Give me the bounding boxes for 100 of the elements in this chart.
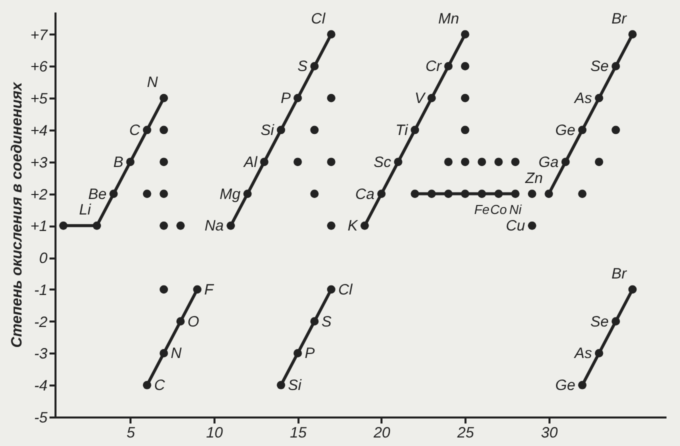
point [126, 158, 135, 166]
point [310, 190, 319, 198]
point [142, 380, 152, 390]
point [410, 190, 420, 198]
point [561, 158, 570, 166]
x-tick-label: 5 [126, 424, 136, 442]
point [578, 380, 586, 390]
point [310, 62, 319, 70]
annotation: Cu [506, 218, 526, 235]
point [327, 285, 336, 294]
point [294, 94, 302, 102]
point [260, 158, 268, 166]
point [460, 158, 470, 166]
y-tick-label: -2 [34, 314, 48, 331]
y-tick-label: +3 [30, 154, 48, 172]
point [612, 317, 620, 326]
point [494, 158, 503, 166]
point [528, 221, 536, 230]
point [294, 349, 302, 358]
point [160, 158, 168, 166]
annotation: Br [612, 265, 628, 282]
annotation: C [154, 377, 166, 394]
point [276, 126, 286, 134]
annotation: Ti [396, 122, 409, 139]
point [160, 221, 168, 230]
annotation: Fe [474, 202, 490, 217]
annotation: V [414, 90, 427, 108]
point [327, 30, 336, 38]
annotation: Ga [538, 154, 559, 171]
point [243, 190, 252, 198]
point [142, 190, 152, 198]
point [226, 221, 235, 230]
annotation: Na [204, 218, 224, 235]
annotation: N [146, 74, 158, 92]
point [444, 158, 453, 166]
point [327, 94, 336, 102]
point [160, 285, 168, 294]
x-tick-label: 10 [206, 424, 224, 442]
annotation: P [304, 345, 315, 362]
y-tick-label: -4 [34, 378, 48, 395]
point [410, 126, 420, 134]
point [594, 349, 604, 358]
y-tick-label: -3 [34, 346, 48, 363]
y-axis-title: Степень окисления в соединениях [8, 82, 26, 348]
y-tick-label: -5 [34, 410, 48, 426]
annotation: N [170, 345, 182, 362]
annotation: Si [260, 122, 275, 139]
y-tick-label: 0 [39, 250, 48, 268]
point [92, 221, 102, 230]
point [444, 62, 453, 70]
annotation: Mn [438, 10, 460, 28]
point [427, 190, 436, 198]
point [160, 94, 168, 102]
y-tick-label: +2 [30, 186, 48, 204]
annotation: Ge [555, 377, 576, 394]
annotation: Be [88, 186, 107, 203]
point [176, 221, 185, 230]
point [478, 190, 486, 198]
y-tick-label: +7 [30, 26, 48, 44]
point [460, 94, 470, 102]
annotation: Ge [555, 122, 576, 139]
point [160, 126, 168, 134]
annotation: O [188, 313, 200, 330]
point [578, 190, 586, 198]
point [327, 158, 336, 166]
point [176, 317, 185, 326]
annotation: S [297, 58, 308, 76]
point [310, 126, 319, 134]
annotation: Cl [338, 281, 354, 298]
x-tick-label: 15 [290, 424, 308, 442]
point [511, 158, 520, 166]
annotation: K [348, 218, 359, 235]
annotation: Ni [509, 202, 523, 217]
point [578, 126, 586, 134]
point [377, 190, 386, 198]
x-tick-label: 30 [540, 424, 558, 442]
annotation: F [204, 281, 214, 298]
x-tick-label: 25 [456, 424, 475, 442]
annotation: Zn [524, 170, 543, 187]
annotation: Se [590, 58, 609, 76]
point [628, 285, 637, 294]
y-tick-label: +4 [30, 122, 48, 140]
annotation: As [574, 345, 593, 362]
y-tick-label: +6 [30, 58, 48, 76]
point [594, 94, 604, 102]
point [427, 94, 436, 102]
annotation: P [280, 90, 291, 108]
point [160, 349, 168, 358]
point [310, 317, 319, 326]
point [612, 62, 620, 70]
annotation: Ca [355, 186, 374, 203]
point [612, 126, 620, 134]
annotation: Br [612, 10, 628, 28]
point [511, 190, 520, 198]
point [544, 190, 554, 198]
annotation: Co [490, 202, 507, 217]
point [444, 190, 453, 198]
annotation: Cl [311, 10, 326, 28]
annotation: Si [288, 377, 302, 394]
point [360, 221, 369, 230]
